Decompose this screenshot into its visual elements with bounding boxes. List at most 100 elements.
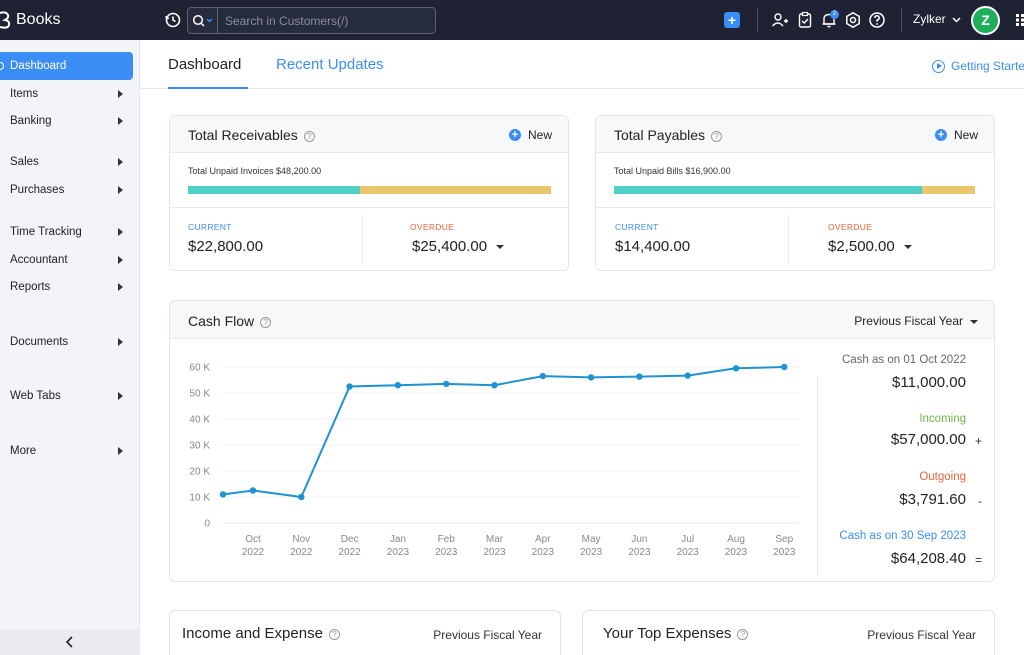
incoming-value: $57,000.00 — [890, 431, 966, 448]
sidebar-item-banking[interactable]: Banking — [0, 107, 133, 135]
y-tick-label: 0 — [204, 519, 210, 530]
quick-create-button[interactable]: + — [724, 12, 740, 28]
new-payable-button[interactable]: + New — [934, 128, 978, 142]
sidebar-item-label: Sales — [10, 156, 39, 168]
overdue-amount-dropdown[interactable]: $25,400.00 — [412, 238, 505, 255]
divider — [362, 214, 363, 263]
sidebar-item-purchases[interactable]: Purchases — [0, 176, 133, 204]
data-point — [249, 487, 257, 494]
y-tick-label: 50 K — [189, 389, 210, 400]
user-avatar[interactable]: Z — [971, 6, 1000, 35]
sidebar-collapse-button[interactable] — [0, 629, 140, 655]
tasks-icon[interactable] — [796, 11, 814, 29]
dashboard-icon — [0, 62, 4, 70]
opening-balance-label: Cash as on 01 Oct 2022 — [841, 354, 966, 366]
sidebar-item-label: Dashboard — [10, 60, 67, 72]
settings-gear-icon[interactable] — [844, 11, 862, 29]
x-tick-label: Sep — [775, 534, 793, 545]
app-name: Books — [16, 11, 61, 28]
card-title-text: Income and Expense — [182, 625, 323, 642]
active-tab-indicator — [168, 87, 248, 89]
current-amount: $22,800.00 — [188, 238, 264, 255]
help-icon[interactable] — [868, 11, 886, 29]
sidebar-item-items[interactable]: Items — [0, 80, 133, 108]
x-tick-label: Jan — [390, 534, 406, 545]
getting-started-link[interactable]: Getting Started — [932, 59, 1024, 73]
help-icon[interactable]: ? — [737, 628, 749, 640]
overdue-amount-dropdown[interactable]: $2,500.00 — [828, 238, 912, 255]
search-box[interactable] — [187, 7, 436, 34]
sidebar-item-time-tracking[interactable]: Time Tracking — [0, 218, 133, 246]
tab-recent-updates[interactable]: Recent Updates — [276, 56, 384, 73]
card-header: Cash Flow? Previous Fiscal Year — [170, 301, 994, 339]
caret-right-icon — [118, 117, 123, 125]
period-label: Previous Fiscal Year — [854, 314, 963, 328]
x-tick-label: 2023 — [387, 547, 410, 558]
overdue-label: OVERDUE — [828, 222, 873, 232]
period-dropdown[interactable]: Previous Fiscal Year — [433, 628, 542, 642]
caret-right-icon — [118, 338, 123, 346]
data-point — [636, 373, 643, 380]
x-tick-label: May — [582, 534, 601, 545]
sidebar-item-accountant[interactable]: Accountant — [0, 246, 133, 274]
sidebar-item-documents[interactable]: Documents — [0, 328, 133, 356]
current-label: CURRENT — [615, 222, 659, 232]
search-input[interactable] — [218, 13, 435, 28]
sidebar-item-web-tabs[interactable]: Web Tabs — [0, 382, 133, 410]
cash-flow-title: Cash Flow? — [188, 313, 272, 329]
y-tick-label: 60 K — [189, 363, 210, 374]
incoming-label: Incoming — [919, 413, 966, 425]
sidebar-item-label: Purchases — [10, 184, 65, 196]
sidebar: Dashboard Items Banking Sales Purchases … — [0, 40, 140, 655]
x-tick-label: 2023 — [725, 547, 748, 558]
top-bar: Books + 2 — [0, 0, 1024, 40]
data-point — [346, 383, 353, 390]
y-tick-label: 10 K — [189, 493, 210, 504]
current-amount: $14,400.00 — [615, 238, 691, 255]
chevron-left-icon — [65, 636, 73, 648]
tab-dashboard[interactable]: Dashboard — [168, 56, 242, 73]
sidebar-item-dashboard[interactable]: Dashboard — [0, 52, 133, 80]
caret-right-icon — [118, 186, 123, 194]
receivables-card: Total Receivables? + New Total Unpaid In… — [169, 115, 569, 271]
caret-right-icon — [118, 392, 123, 400]
new-receivable-button[interactable]: + New — [508, 128, 552, 142]
users-icon[interactable] — [771, 11, 789, 29]
data-point — [684, 372, 691, 379]
search-scope-dropdown[interactable] — [188, 8, 218, 33]
plus-circle-icon: + — [934, 129, 947, 141]
closing-balance-value: $64,208.40 — [890, 550, 966, 567]
help-icon[interactable]: ? — [260, 316, 272, 328]
organization-switcher[interactable]: Zylker — [913, 12, 961, 26]
app-logo[interactable]: Books — [0, 0, 60, 40]
period-dropdown[interactable]: Previous Fiscal Year — [854, 314, 978, 328]
help-icon[interactable]: ? — [328, 628, 340, 640]
plus-sign: + — [974, 434, 982, 448]
data-point — [539, 372, 546, 380]
help-icon[interactable]: ? — [303, 130, 315, 142]
period-dropdown[interactable]: Previous Fiscal Year — [867, 628, 976, 642]
top-expenses-title: Your Top Expenses? — [603, 625, 749, 642]
divider — [817, 376, 818, 576]
sidebar-item-label: Documents — [10, 336, 69, 348]
card-header: Total Receivables? + New — [170, 116, 568, 153]
sidebar-item-reports[interactable]: Reports — [0, 273, 133, 301]
new-label: New — [953, 128, 978, 142]
outgoing-label: Outgoing — [919, 471, 966, 483]
data-point — [443, 380, 450, 388]
payables-title: Total Payables? — [614, 127, 723, 143]
card-header: Total Payables? + New — [596, 116, 994, 153]
data-point — [587, 374, 595, 381]
help-icon[interactable]: ? — [711, 130, 723, 142]
sidebar-item-sales[interactable]: Sales — [0, 148, 133, 176]
minus-sign: - — [978, 494, 982, 508]
sidebar-item-more[interactable]: More — [0, 437, 133, 465]
caret-right-icon — [118, 283, 123, 291]
app-launcher-grid-icon[interactable] — [1016, 14, 1024, 26]
overdue-segment — [921, 186, 975, 194]
income-expense-title: Income and Expense? — [182, 625, 340, 642]
closing-balance-label: Cash as on 30 Sep 2023 — [839, 530, 966, 542]
divider — [788, 214, 789, 263]
search-icon — [192, 14, 213, 27]
recent-history-icon[interactable] — [164, 11, 182, 29]
